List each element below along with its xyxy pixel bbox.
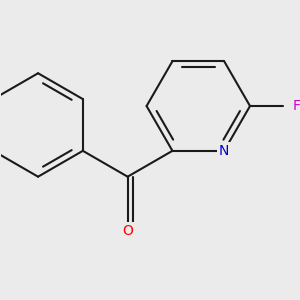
Text: O: O (122, 224, 133, 238)
Text: F: F (292, 99, 300, 113)
Text: N: N (219, 144, 229, 158)
